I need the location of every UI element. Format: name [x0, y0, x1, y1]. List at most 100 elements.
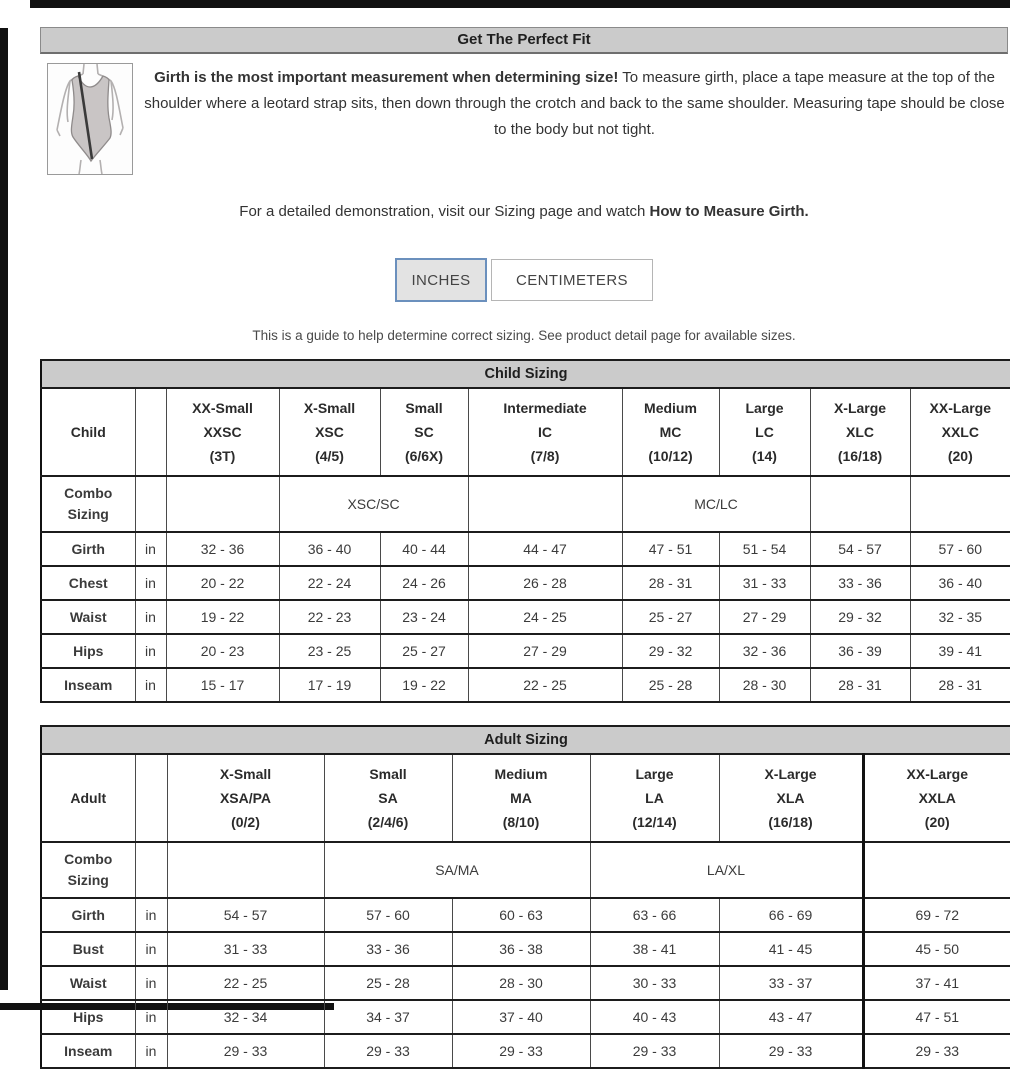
screenshot-frame-left	[0, 28, 8, 990]
measurement-value: 28 - 30	[451, 965, 591, 1001]
inches-button[interactable]: INCHES	[395, 258, 487, 302]
measurement-value: 38 - 41	[589, 931, 720, 967]
measurement-value: 22 - 23	[278, 599, 381, 635]
measurement-value: 63 - 66	[589, 897, 720, 933]
demo-instruction-line: For a detailed demonstration, visit our …	[40, 203, 1008, 220]
measurement-value: 36 - 39	[809, 633, 911, 669]
group-label: Child	[40, 387, 136, 477]
measurement-value: 25 - 28	[323, 965, 453, 1001]
measurement-label: Bust	[40, 931, 136, 967]
group-label: Adult	[40, 753, 136, 843]
measurement-value: 32 - 36	[718, 633, 811, 669]
measurement-row: Girth in 54 - 57 57 - 60 60 - 63 63 - 66 66 - …	[40, 897, 1010, 933]
combo-sizing-cell: SA/MA	[323, 841, 591, 899]
measurement-value: 27 - 29	[467, 633, 623, 669]
measurement-value: 60 - 63	[451, 897, 591, 933]
measurement-value: 28 - 30	[718, 667, 811, 703]
measurement-value: 22 - 25	[166, 965, 325, 1001]
measurement-value: 34 - 37	[323, 999, 453, 1035]
measurement-label: Inseam	[40, 667, 136, 703]
table-title: Adult Sizing	[40, 725, 1010, 755]
measurement-value: 36 - 40	[278, 531, 381, 567]
measurement-value: 36 - 40	[909, 565, 1010, 601]
size-column-header: XX-Small XXSC (3T)	[165, 387, 280, 477]
combo-sizing-cell	[467, 475, 623, 533]
measurement-value: 32 - 34	[166, 999, 325, 1035]
measurement-row: Inseam in 15 - 17 17 - 19 19 - 22 22 - 25 25 -…	[40, 667, 1010, 703]
unit-cell: in	[134, 667, 167, 703]
measurement-value: 25 - 27	[621, 599, 720, 635]
measurement-value: 45 - 50	[861, 931, 1010, 967]
centimeters-button[interactable]: CENTIMETERS	[491, 259, 653, 301]
measurement-value: 27 - 29	[718, 599, 811, 635]
measurement-row: Bust in 31 - 33 33 - 36 36 - 38 38 - 41 41 - 4…	[40, 931, 1010, 967]
size-column-header: Large LC (14)	[718, 387, 811, 477]
measurement-value: 19 - 22	[165, 599, 280, 635]
measurement-value: 66 - 69	[718, 897, 864, 933]
measurement-value: 23 - 24	[379, 599, 469, 635]
combo-sizing-cell	[809, 475, 911, 533]
combo-unit-cell	[134, 475, 167, 533]
combo-sizing-cell: MC/LC	[621, 475, 811, 533]
measurement-value: 44 - 47	[467, 531, 623, 567]
leotard-measurement-icon	[47, 63, 133, 175]
table-title-row: Child Sizing	[40, 359, 1010, 389]
girth-intro-paragraph: Girth is the most important measurement …	[133, 63, 1008, 175]
size-column-header: X-Large XLA (16/18)	[718, 753, 864, 843]
combo-sizing-cell: XSC/SC	[278, 475, 469, 533]
demo-bold-text: How to Measure Girth.	[649, 203, 809, 220]
measurement-value: 41 - 45	[718, 931, 864, 967]
size-header-row: Adult X-Small XSA/PA (0/2) Small SA (2/4/6) Med…	[40, 753, 1010, 843]
size-column-header: X-Small XSA/PA (0/2)	[166, 753, 325, 843]
unit-cell: in	[134, 565, 167, 601]
measurement-value: 69 - 72	[861, 897, 1010, 933]
measurement-row: Inseam in 29 - 33 29 - 33 29 - 33 29 - 33 29 -…	[40, 1033, 1010, 1069]
measurement-value: 33 - 36	[809, 565, 911, 601]
combo-sizing-cell	[909, 475, 1010, 533]
measurement-value: 36 - 38	[451, 931, 591, 967]
measurement-value: 57 - 60	[323, 897, 453, 933]
unit-cell: in	[134, 531, 167, 567]
measurement-row: Hips in 32 - 34 34 - 37 37 - 40 40 - 43 43 - 4…	[40, 999, 1010, 1035]
combo-sizing-cell	[861, 841, 1010, 899]
unit-cell: in	[134, 931, 168, 967]
measurement-label: Chest	[40, 565, 136, 601]
measurement-row: Waist in 19 - 22 22 - 23 23 - 24 24 - 25 25 - …	[40, 599, 1010, 635]
size-column-header: Medium MA (8/10)	[451, 753, 591, 843]
measurement-value: 29 - 32	[809, 599, 911, 635]
measurement-value: 20 - 23	[165, 633, 280, 669]
sizing-guide-note: This is a guide to help determine correc…	[252, 328, 796, 343]
measurement-value: 28 - 31	[909, 667, 1010, 703]
table-title: Child Sizing	[40, 359, 1010, 389]
measurement-value: 37 - 40	[451, 999, 591, 1035]
measurement-value: 31 - 33	[718, 565, 811, 601]
measurement-label: Girth	[40, 897, 136, 933]
size-column-header: XX-Large XXLC (20)	[909, 387, 1010, 477]
screenshot-frame-top	[30, 0, 1010, 8]
size-column-header: Large LA (12/14)	[589, 753, 720, 843]
measurement-value: 43 - 47	[718, 999, 864, 1035]
measurement-value: 40 - 44	[379, 531, 469, 567]
measurement-row: Girth in 32 - 36 36 - 40 40 - 44 44 - 47 47 - …	[40, 531, 1010, 567]
measurement-value: 25 - 28	[621, 667, 720, 703]
measurement-value: 47 - 51	[861, 999, 1010, 1035]
measurement-value: 29 - 33	[718, 1033, 864, 1069]
unit-cell: in	[134, 1033, 168, 1069]
measurement-value: 22 - 24	[278, 565, 381, 601]
measurement-value: 29 - 33	[589, 1033, 720, 1069]
combo-unit-cell	[134, 841, 168, 899]
combo-sizing-label: Combo Sizing	[40, 841, 136, 899]
measurement-label: Hips	[40, 633, 136, 669]
unit-toggle-group: INCHES CENTIMETERS	[40, 258, 1008, 302]
measurement-value: 25 - 27	[379, 633, 469, 669]
measurement-value: 31 - 33	[166, 931, 325, 967]
measurement-value: 32 - 35	[909, 599, 1010, 635]
measurement-value: 24 - 25	[467, 599, 623, 635]
measurement-value: 33 - 37	[718, 965, 864, 1001]
size-guide-panel: Get The Perfect Fit Girth is the most im…	[40, 27, 1010, 1069]
size-header-row: Child XX-Small XXSC (3T) X-Small XSC (4/5) Smal…	[40, 387, 1010, 477]
measurement-value: 57 - 60	[909, 531, 1010, 567]
girth-intro-section: Girth is the most important measurement …	[40, 63, 1008, 175]
measurement-label: Hips	[40, 999, 136, 1035]
measurement-value: 51 - 54	[718, 531, 811, 567]
